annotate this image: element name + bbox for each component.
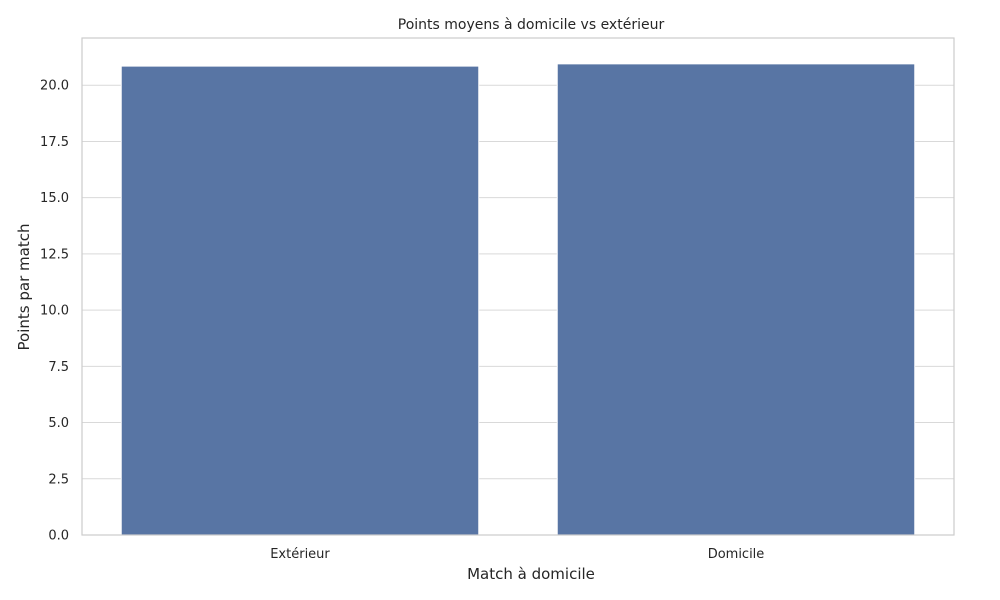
bar-1: [556, 63, 916, 536]
y-axis-label: Points par match: [15, 224, 33, 351]
x-tick-label: Domicile: [708, 547, 765, 562]
bar-0: [120, 65, 480, 536]
x-ticks-layer: Extérieur Domicile: [270, 547, 764, 562]
y-tick-label: 15.0: [40, 191, 69, 206]
y-tick-label: 20.0: [40, 79, 69, 94]
x-tick-label: Extérieur: [270, 547, 330, 562]
plot-border: [81, 37, 955, 536]
bars-layer: [120, 63, 916, 536]
y-tick-label: 17.5: [40, 135, 69, 150]
y-tick-label: 12.5: [40, 247, 69, 262]
y-ticks-layer: 0.0 2.5 5.0 7.5 10.0 12.5 15.0 17.5 20.0: [40, 79, 69, 544]
y-tick-label: 5.0: [48, 416, 69, 431]
y-tick-label: 10.0: [40, 304, 69, 319]
y-tick-label: 7.5: [48, 360, 69, 375]
x-axis-label: Match à domicile: [467, 565, 595, 583]
chart-title: Points moyens à domicile vs extérieur: [398, 17, 665, 33]
y-tick-label: 0.0: [48, 529, 69, 544]
y-tick-label: 2.5: [48, 472, 69, 487]
